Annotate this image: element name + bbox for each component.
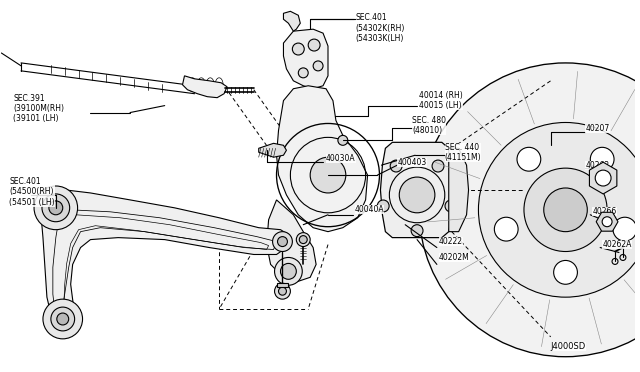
Text: J4000SD: J4000SD [550,342,586,351]
Polygon shape [259,143,287,157]
Text: 40262: 40262 [586,161,609,170]
Circle shape [544,188,588,232]
Circle shape [432,160,444,172]
Text: 40222: 40222 [439,237,463,246]
Polygon shape [380,142,454,238]
Polygon shape [182,76,227,98]
Circle shape [399,177,435,213]
Circle shape [445,200,457,212]
Circle shape [377,200,389,212]
Text: 40030A: 40030A [326,154,356,163]
Text: 40207: 40207 [586,124,609,133]
Circle shape [298,68,308,78]
Polygon shape [276,283,289,287]
Text: 400403: 400403 [397,158,426,167]
Text: 40202M: 40202M [439,253,470,262]
Polygon shape [284,29,328,89]
Circle shape [57,313,68,325]
Circle shape [613,217,637,241]
Circle shape [292,43,304,55]
Circle shape [34,186,77,230]
Circle shape [517,147,541,171]
Circle shape [273,232,292,251]
Text: 40262A: 40262A [602,240,632,249]
Polygon shape [41,190,289,327]
Polygon shape [589,162,617,194]
Text: 40040A: 40040A [355,205,385,214]
Text: SEC. 440
(41151M): SEC. 440 (41151M) [445,142,481,162]
Circle shape [602,217,612,227]
Polygon shape [267,200,316,281]
Circle shape [308,39,320,51]
Circle shape [300,235,307,244]
Circle shape [595,170,611,186]
Circle shape [280,263,296,279]
Circle shape [419,63,640,357]
Circle shape [42,194,70,222]
Circle shape [296,232,310,247]
Circle shape [310,157,346,193]
Circle shape [524,168,607,251]
Text: 40014 (RH)
40015 (LH): 40014 (RH) 40015 (LH) [419,91,463,110]
Circle shape [554,260,577,284]
Circle shape [43,299,83,339]
Circle shape [590,147,614,171]
Circle shape [278,287,287,295]
Circle shape [51,307,75,331]
Circle shape [411,225,423,237]
Text: SEC.401
(54302K(RH)
(54303K(LH): SEC.401 (54302K(RH) (54303K(LH) [356,13,405,43]
Circle shape [49,201,63,215]
Circle shape [390,160,402,172]
Text: SEC. 480
(48010): SEC. 480 (48010) [412,116,446,135]
Text: SEC.391
(39100M(RH)
(39101 (LH): SEC.391 (39100M(RH) (39101 (LH) [13,94,64,124]
Polygon shape [276,86,367,232]
Text: 40266: 40266 [592,207,616,216]
Circle shape [338,135,348,145]
Polygon shape [449,148,468,232]
Circle shape [275,283,291,299]
Circle shape [278,237,287,247]
Circle shape [479,122,640,297]
Polygon shape [596,212,618,231]
Circle shape [275,257,302,285]
Polygon shape [284,11,300,31]
Circle shape [494,217,518,241]
Circle shape [313,61,323,71]
Text: SEC.401
(54500(RH)
(54501 (LH): SEC.401 (54500(RH) (54501 (LH) [10,177,55,207]
